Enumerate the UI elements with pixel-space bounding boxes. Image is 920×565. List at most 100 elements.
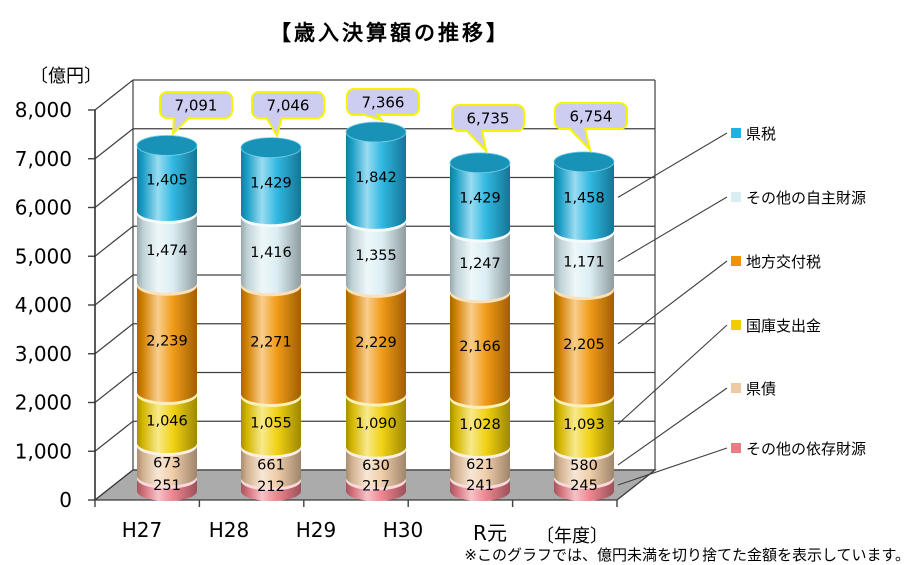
segment-value-label: 1,171 — [563, 254, 605, 270]
callout-total-label: 7,046 — [267, 97, 310, 115]
legend-marker — [731, 256, 741, 266]
legend-leader-line — [617, 260, 728, 345]
y-tick-label: 1,000 — [15, 439, 72, 463]
total-callout: 7,091 — [159, 91, 233, 136]
x-category-label: R元 — [473, 521, 507, 545]
callout-tail-border — [465, 129, 488, 154]
segment-value-label: 1,055 — [250, 416, 292, 432]
legend-item: 国庫支出金 — [731, 317, 821, 335]
total-callout: 7,046 — [251, 91, 325, 139]
segment-value-label: 580 — [570, 458, 598, 474]
segment-value-label: 2,205 — [563, 337, 605, 353]
leftwall-gridline — [94, 225, 134, 257]
segment-value-label: 1,046 — [146, 413, 188, 429]
bar-segment — [241, 147, 301, 215]
callout-bubble — [159, 91, 233, 119]
bar-segment — [554, 290, 614, 395]
y-tick-label: 0 — [59, 488, 72, 512]
callout-bubble — [251, 91, 325, 119]
segment-value-label: 245 — [570, 478, 598, 494]
legend-marker — [731, 128, 741, 138]
leftwall-gridline — [94, 372, 134, 403]
legend-item: 県債 — [731, 380, 776, 398]
callout-total-label: 7,366 — [362, 94, 405, 112]
y-tick-label: 8,000 — [15, 98, 72, 122]
bar-H28: 212 661 1,055 2,271 1,416 1,429 — [240, 137, 302, 501]
cylinder-top-cap — [553, 151, 615, 173]
legend-label: 地方交付税 — [746, 253, 821, 271]
segment-value-label: 1,090 — [355, 416, 397, 432]
segment-value-label: 251 — [153, 478, 181, 494]
leftwall-gridline — [94, 79, 134, 111]
bar-segment — [137, 285, 197, 392]
segment-value-label: 2,239 — [146, 333, 188, 349]
bar-segment — [554, 161, 614, 230]
bar-segment — [346, 221, 406, 285]
bar-H27: 251 673 1,046 2,239 1,474 1,405 — [136, 135, 198, 501]
bar-H29: 217 630 1,090 2,229 1,355 1,842 — [345, 121, 407, 501]
bar-segment — [137, 213, 197, 283]
legend-marker — [731, 383, 741, 393]
segment-value-label: 1,474 — [146, 243, 188, 259]
segment-value-label: 1,458 — [563, 190, 605, 206]
segment-value-label: 212 — [257, 479, 285, 495]
legend-label: 国庫支出金 — [746, 317, 821, 335]
chart-title: 【歳入決算額の推移】 — [270, 21, 510, 45]
x-category-label: H30 — [383, 518, 424, 542]
leftwall-gridline — [94, 323, 134, 355]
segment-value-label: 630 — [362, 458, 390, 474]
total-callout: 6,735 — [451, 104, 525, 154]
segment-value-label: 1,093 — [563, 417, 605, 433]
callout-bubble — [554, 102, 628, 130]
x-category-label: H28 — [209, 518, 250, 542]
bar-R元: 245 580 1,093 2,205 1,171 1,458 — [553, 151, 615, 501]
segment-value-label: 1,416 — [250, 245, 292, 261]
segment-value-label: 673 — [153, 455, 181, 471]
y-tick-label: 3,000 — [15, 342, 72, 366]
cylinder-top-cap — [136, 135, 198, 156]
total-callout: 6,754 — [554, 102, 628, 154]
segment-value-label: 217 — [362, 479, 390, 495]
y-tick-label: 7,000 — [15, 147, 72, 171]
callout-bubble — [451, 104, 525, 132]
legend-item: 県税 — [731, 125, 776, 143]
cylinder-top-cap — [240, 137, 302, 159]
segment-value-label: 1,429 — [250, 175, 292, 191]
legend-item: その他の自主財源 — [731, 189, 866, 207]
y-axis-unit-label: 〔億円〕 — [30, 66, 102, 87]
cylinder-top-cap — [345, 121, 407, 143]
segment-value-label: 621 — [466, 457, 494, 473]
y-tick-label: 2,000 — [15, 391, 72, 415]
y-tick-label: 5,000 — [15, 244, 72, 268]
total-callouts: 7,091 7,046 7,366 6,735 6,754 — [159, 88, 628, 154]
legend-marker — [731, 192, 741, 202]
segment-value-label: 1,028 — [459, 417, 501, 433]
segment-value-label: 1,405 — [146, 173, 188, 189]
segment-value-label: 1,842 — [355, 170, 397, 186]
legend-marker — [731, 320, 741, 330]
x-category-label: H29 — [296, 518, 337, 542]
segment-value-label: 1,247 — [459, 256, 501, 272]
callout-tail-border — [265, 116, 283, 139]
total-callout: 7,366 — [346, 88, 420, 122]
legend-leader-line — [617, 132, 728, 198]
bar-segment — [137, 145, 197, 211]
legend-leader-line — [617, 447, 728, 486]
axis-labels: 0 1,000 2,000 3,000 4,000 5,000 6,000 7,000 8,00… — [15, 98, 507, 545]
callout-bubble — [346, 88, 420, 116]
callout-total-label: 6,754 — [570, 108, 613, 126]
leftwall-gridline — [94, 274, 134, 306]
callout-total-label: 7,091 — [175, 97, 218, 115]
segment-value-label: 2,166 — [459, 339, 501, 355]
legend-leader-line — [617, 387, 728, 466]
bar-segment — [450, 293, 510, 396]
legend-item: 地方交付税 — [731, 253, 821, 271]
legend-label: 県債 — [746, 380, 776, 398]
legend-item: その他の依存財源 — [731, 440, 866, 458]
leftwall-gridline — [94, 177, 134, 208]
segment-value-label: 1,355 — [355, 248, 397, 264]
legend-label: その他の自主財源 — [746, 189, 866, 207]
legend-leader-line — [617, 196, 728, 262]
